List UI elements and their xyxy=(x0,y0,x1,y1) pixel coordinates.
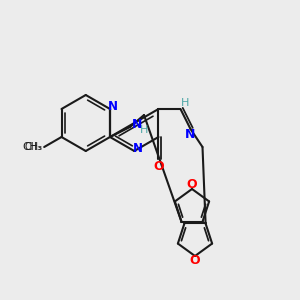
Text: CH₃: CH₃ xyxy=(22,142,41,152)
Text: H: H xyxy=(181,98,190,108)
Text: O: O xyxy=(153,160,164,172)
Text: N: N xyxy=(185,128,196,140)
Text: N: N xyxy=(133,142,143,154)
Text: CH₃: CH₃ xyxy=(24,142,42,152)
Text: H: H xyxy=(140,125,148,135)
Text: O: O xyxy=(187,178,197,191)
Text: N: N xyxy=(108,100,118,112)
Text: O: O xyxy=(190,254,200,266)
Text: N: N xyxy=(132,118,142,131)
